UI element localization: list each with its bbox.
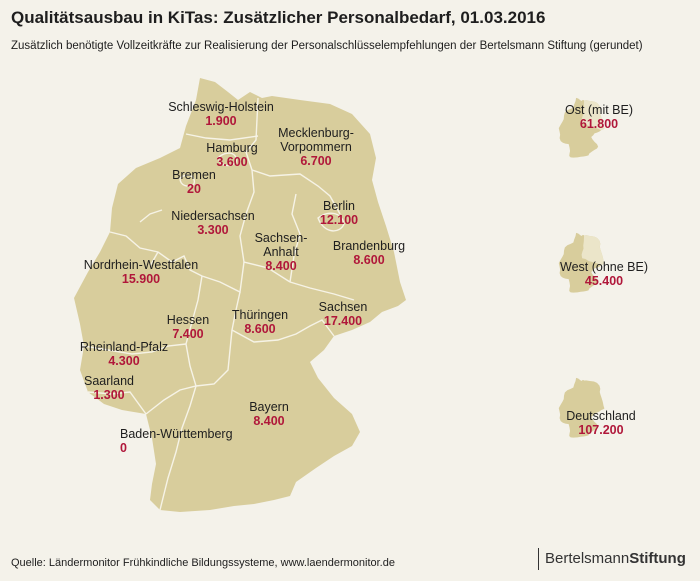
state-label-niedersachsen: Niedersachsen 3.300: [171, 209, 255, 237]
state-label-thueringen: Thüringen 8.600: [231, 308, 289, 336]
state-label-schleswig-holstein: Schleswig-Holstein 1.900: [168, 100, 274, 128]
state-label-rheinland-pfalz: Rheinland-Pfalz 4.300: [79, 340, 169, 368]
state-label-hamburg: Hamburg 3.600: [206, 141, 258, 169]
region-label-ost: Ost (mit BE) 61.800: [564, 103, 634, 131]
chart-title: Qualitätsausbau in KiTas: Zusätzlicher P…: [11, 8, 546, 27]
state-label-nordrhein-westfalen: Nordrhein-Westfalen 15.900: [83, 258, 199, 286]
state-borders: [83, 97, 355, 511]
mini-map-ost-highlight: [581, 100, 605, 131]
mini-map-west-ost-area: [581, 235, 605, 266]
state-label-sachsen: Sachsen 17.400: [318, 300, 368, 328]
state-label-brandenburg: Brandenburg 8.600: [332, 239, 406, 267]
region-label-west: West (ohne BE) 45.400: [559, 260, 649, 288]
state-label-hessen: Hessen 7.400: [166, 313, 210, 341]
chart-subtitle: Zusätzlich benötigte Vollzeitkräfte zur …: [11, 40, 643, 52]
source-note: Quelle: Ländermonitor Frühkindliche Bild…: [11, 557, 395, 569]
state-label-berlin: Berlin 12.100: [319, 199, 359, 227]
state-label-saarland: Saarland 1.300: [83, 374, 135, 402]
region-label-deutschland: Deutschland 107.200: [566, 409, 636, 437]
state-label-baden-wuerttemberg: Baden-Württemberg 0: [120, 427, 233, 455]
state-label-bayern: Bayern 8.400: [249, 400, 289, 428]
state-label-bremen: Bremen 20: [172, 168, 216, 196]
bertelsmann-logo: BertelsmannStiftung: [538, 548, 686, 570]
state-label-mecklenburg-vorpommern: Mecklenburg- Vorpommern 6.700: [278, 126, 354, 168]
state-label-sachsen-anhalt: Sachsen- Anhalt 8.400: [254, 231, 308, 273]
